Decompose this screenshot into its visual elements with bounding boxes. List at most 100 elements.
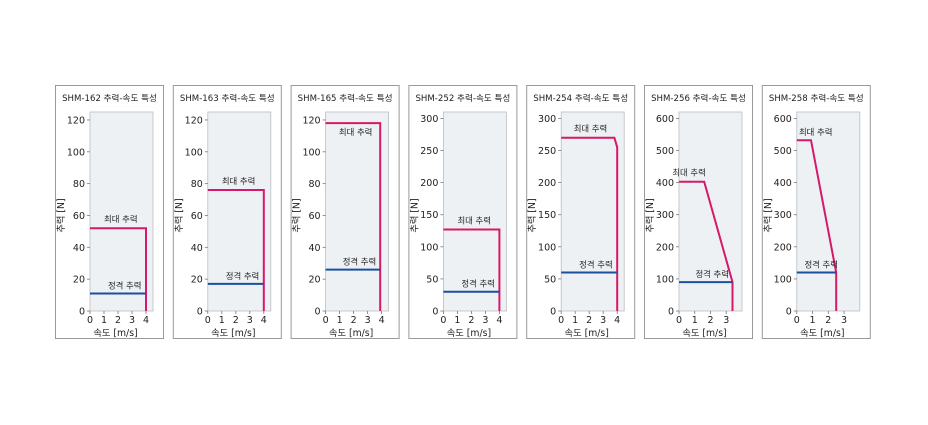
y-tick-label: 0 xyxy=(79,307,85,318)
y-tick-label: 40 xyxy=(309,243,321,254)
x-axis-label: 속도 [m/s] xyxy=(447,328,491,339)
y-tick-label: 0 xyxy=(668,307,674,318)
max-thrust-line xyxy=(207,189,265,311)
y-tick-label: 120 xyxy=(302,115,320,126)
x-tick-label: 3 xyxy=(365,315,371,326)
x-tick-label: 3 xyxy=(247,315,253,326)
x-axis-label: 속도 [m/s] xyxy=(93,328,137,339)
x-tick-label: 0 xyxy=(558,315,564,326)
y-tick-label: 20 xyxy=(191,275,203,286)
y-tick-label: 100 xyxy=(774,274,792,285)
y-tick-label: 600 xyxy=(774,114,792,125)
x-tick-label: 4 xyxy=(496,315,502,326)
y-axis-label: 추력 [N] xyxy=(291,198,303,232)
x-tick-label: 1 xyxy=(454,315,460,326)
y-tick-label: 250 xyxy=(538,146,556,157)
x-tick-label: 2 xyxy=(351,315,357,326)
max-thrust-line xyxy=(90,227,147,311)
y-tick-label: 0 xyxy=(315,307,321,318)
y-axis-label: 추력 [N] xyxy=(762,198,774,232)
plot-area xyxy=(325,111,390,312)
x-tick-label: 0 xyxy=(440,315,446,326)
y-axis-label: 추력 [N] xyxy=(173,198,185,232)
max-thrust-label: 최대 추력 xyxy=(104,214,137,224)
x-tick-label: 0 xyxy=(323,315,329,326)
y-tick-label: 100 xyxy=(302,147,320,158)
x-tick-label: 4 xyxy=(614,315,620,326)
plot-area xyxy=(796,111,861,312)
y-tick-label: 500 xyxy=(774,146,792,157)
plot-area xyxy=(442,111,507,312)
rated-thrust-label: 정격 추력 xyxy=(695,269,728,279)
y-tick-label: 50 xyxy=(544,274,556,285)
max-thrust-label: 최대 추력 xyxy=(672,168,705,178)
x-tick-label: 4 xyxy=(143,315,149,326)
x-tick-label: 2 xyxy=(586,315,592,326)
max-thrust-label: 최대 추력 xyxy=(574,124,607,134)
x-axis-label: 속도 [m/s] xyxy=(800,328,844,339)
x-tick-label: 0 xyxy=(676,315,682,326)
y-tick-label: 200 xyxy=(538,178,556,189)
y-tick-label: 0 xyxy=(786,307,792,318)
x-tick-label: 3 xyxy=(129,315,135,326)
y-tick-label: 40 xyxy=(191,243,203,254)
y-tick-label: 300 xyxy=(774,210,792,221)
y-tick-label: 80 xyxy=(73,179,85,190)
y-tick-label: 0 xyxy=(432,307,438,318)
max-thrust-label: 최대 추력 xyxy=(339,127,372,137)
y-tick-label: 60 xyxy=(191,211,203,222)
max-thrust-label: 최대 추력 xyxy=(457,215,490,225)
y-tick-label: 80 xyxy=(309,179,321,190)
y-tick-label: 60 xyxy=(309,211,321,222)
x-axis-label: 속도 [m/s] xyxy=(565,328,609,339)
x-axis-label: 속도 [m/s] xyxy=(211,328,255,339)
x-tick-label: 1 xyxy=(337,315,343,326)
x-axis-label: 속도 [m/s] xyxy=(682,328,726,339)
x-tick-label: 3 xyxy=(600,315,606,326)
max-thrust-line xyxy=(325,122,382,311)
y-tick-label: 250 xyxy=(420,146,438,157)
y-tick-label: 150 xyxy=(420,210,438,221)
chart-title: SHM-252 추력-속도 특성 xyxy=(415,92,510,104)
rated-thrust-label: 정격 추력 xyxy=(343,257,376,267)
y-tick-label: 20 xyxy=(73,275,85,286)
y-tick-label: 150 xyxy=(538,210,556,221)
chart-title: SHM-256 추력-속도 특성 xyxy=(651,92,746,104)
y-tick-label: 100 xyxy=(67,147,85,158)
chart-title: SHM-162 추력-속도 특성 xyxy=(62,92,157,104)
y-axis-label: 추력 [N] xyxy=(644,198,656,232)
rated-thrust-label: 정격 추력 xyxy=(461,279,494,289)
x-tick-label: 1 xyxy=(692,315,698,326)
y-tick-label: 120 xyxy=(185,115,203,126)
y-tick-label: 0 xyxy=(550,307,556,318)
y-tick-label: 200 xyxy=(774,242,792,253)
rated-thrust-label: 정격 추력 xyxy=(108,280,141,290)
y-tick-label: 200 xyxy=(420,178,438,189)
rated-thrust-label: 정격 추력 xyxy=(804,259,837,269)
y-tick-label: 60 xyxy=(73,211,85,222)
x-tick-label: 1 xyxy=(572,315,578,326)
y-tick-label: 400 xyxy=(774,178,792,189)
plot-area xyxy=(560,111,625,312)
y-axis-label: 추력 [N] xyxy=(526,198,538,232)
max-thrust-line xyxy=(796,139,838,311)
x-tick-label: 3 xyxy=(723,315,729,326)
x-tick-label: 2 xyxy=(115,315,121,326)
chart-title: SHM-254 추력-속도 특성 xyxy=(533,92,628,104)
max-thrust-label: 최대 추력 xyxy=(799,127,832,137)
chart-title: SHM-258 추력-속도 특성 xyxy=(769,92,864,104)
y-tick-label: 300 xyxy=(420,114,438,125)
x-axis-label: 속도 [m/s] xyxy=(329,328,373,339)
y-tick-label: 50 xyxy=(426,274,438,285)
y-tick-label: 0 xyxy=(197,307,203,318)
y-tick-label: 120 xyxy=(67,115,85,126)
x-tick-label: 0 xyxy=(87,315,93,326)
y-axis-label: 추력 [N] xyxy=(55,198,67,232)
y-tick-label: 100 xyxy=(420,242,438,253)
chart-title: SHM-163 추력-속도 특성 xyxy=(180,92,275,104)
